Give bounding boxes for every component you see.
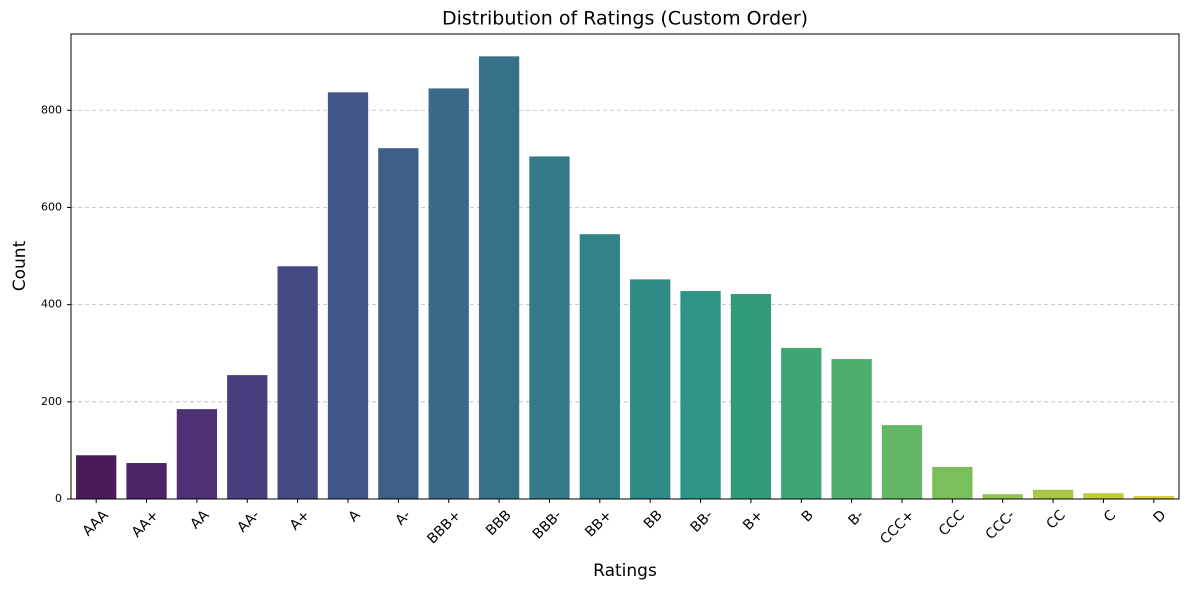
plot-frame — [70, 33, 1180, 500]
y-tick-label: 600 — [41, 200, 62, 213]
bar — [1133, 496, 1174, 499]
x-tick-label: AA — [187, 507, 212, 532]
x-tick-label: C — [1101, 507, 1119, 525]
bar — [277, 266, 318, 499]
bar — [378, 148, 419, 500]
bar — [630, 279, 671, 499]
bar — [227, 375, 268, 499]
x-tick-label: AA+ — [129, 507, 162, 540]
bar — [428, 88, 469, 500]
x-tick-label: B — [799, 507, 817, 525]
bar — [529, 156, 570, 500]
bar — [1032, 489, 1074, 499]
y-tick-label: 200 — [41, 395, 62, 408]
x-tick-label: AAA — [80, 507, 112, 539]
bar — [881, 425, 923, 499]
x-tick-label: D — [1150, 507, 1169, 526]
y-axis-label: Count — [10, 240, 30, 291]
x-axis-label: Ratings — [593, 561, 657, 581]
bar — [982, 494, 1023, 499]
x-tick-label: BB — [641, 507, 666, 532]
bar — [327, 92, 369, 499]
x-tick-label: BBB — [483, 507, 515, 539]
bar — [680, 291, 721, 499]
bar — [831, 359, 872, 499]
bar — [478, 56, 520, 499]
y-tick-label: 400 — [41, 298, 62, 311]
chart-title: Distribution of Ratings (Custom Order) — [442, 8, 808, 30]
x-tick-label: BB+ — [582, 507, 615, 540]
x-tick-label: CC — [1044, 507, 1069, 532]
x-tick-label: BBB- — [530, 507, 565, 542]
x-tick-label: A — [346, 507, 364, 525]
x-tick-label: CCC- — [983, 507, 1019, 543]
x-tick-label: BBB+ — [424, 507, 464, 547]
bar — [730, 293, 772, 499]
y-tick-label: 800 — [41, 103, 62, 116]
x-tick-label: B- — [846, 507, 868, 529]
bar — [176, 409, 218, 499]
bar — [76, 455, 117, 499]
x-tick-label: AA- — [234, 507, 262, 535]
x-tick-label: CCC — [936, 507, 968, 539]
x-tick-label: B+ — [740, 507, 766, 533]
y-tick-label: 0 — [55, 492, 62, 505]
bar — [932, 466, 973, 499]
bar — [579, 234, 620, 499]
x-tick-label: A- — [393, 507, 414, 528]
x-tick-label: A+ — [287, 507, 313, 533]
x-tick-label: BB- — [688, 507, 716, 535]
x-tick-label: CCC+ — [877, 507, 917, 547]
bar — [1083, 493, 1124, 499]
bar — [126, 463, 167, 499]
bar — [781, 347, 822, 499]
